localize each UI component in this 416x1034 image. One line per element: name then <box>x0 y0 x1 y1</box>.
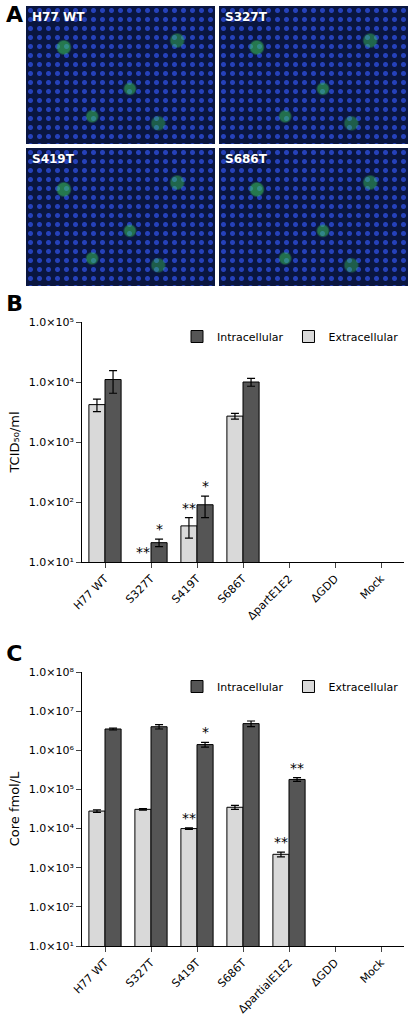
svg-text:*: * <box>202 724 209 740</box>
svg-text:1.0×10⁶: 1.0×10⁶ <box>29 744 75 757</box>
svg-text:**: ** <box>182 500 196 516</box>
svg-text:S327T: S327T <box>123 956 157 990</box>
svg-text:**: ** <box>290 760 304 776</box>
svg-text:Mock: Mock <box>358 956 388 986</box>
svg-text:1.0×10⁴: 1.0×10⁴ <box>29 376 75 389</box>
svg-text:*: * <box>202 478 209 494</box>
svg-text:1.0×10³: 1.0×10³ <box>29 862 74 875</box>
html-text:A: A <box>6 2 23 27</box>
svg-text:1.0×10⁴: 1.0×10⁴ <box>29 822 75 835</box>
svg-text:1.0×10¹: 1.0×10¹ <box>29 940 74 953</box>
svg-text:**: ** <box>136 544 150 560</box>
svg-text:Core fmol/L: Core fmol/L <box>7 771 22 846</box>
svg-text:1.0×10⁵: 1.0×10⁵ <box>29 783 74 796</box>
svg-text:**: ** <box>274 834 288 850</box>
svg-text:Extracellular: Extracellular <box>328 331 398 344</box>
svg-text:ΔpartialE1E2: ΔpartialE1E2 <box>236 957 295 1016</box>
svg-text:TCID₅₀/ml: TCID₅₀/ml <box>7 411 22 473</box>
svg-text:1.0×10²: 1.0×10² <box>29 901 74 914</box>
svg-text:Intracellular: Intracellular <box>217 331 283 344</box>
svg-text:S327T: S327T <box>123 572 157 606</box>
svg-text:1.0×10²: 1.0×10² <box>29 496 74 509</box>
svg-text:ΔGDD: ΔGDD <box>308 957 341 990</box>
svg-text:ΔGDD: ΔGDD <box>308 573 341 606</box>
svg-text:C: C <box>6 641 22 666</box>
svg-text:B: B <box>6 291 23 316</box>
svg-text:1.0×10³: 1.0×10³ <box>29 436 74 449</box>
html-text:S419T: S419T <box>32 152 74 166</box>
html-text:S686T: S686T <box>225 152 267 166</box>
svg-text:H77 WT: H77 WT <box>71 956 111 996</box>
svg-text:1.0×10¹: 1.0×10¹ <box>29 556 74 569</box>
svg-text:H77 WT: H77 WT <box>71 572 111 612</box>
svg-text:*: * <box>156 521 163 537</box>
svg-text:S419T: S419T <box>169 956 203 990</box>
svg-text:S686T: S686T <box>215 572 249 606</box>
svg-text:ΔpartE1E2: ΔpartE1E2 <box>245 573 295 623</box>
svg-text:Extracellular: Extracellular <box>328 681 398 694</box>
svg-text:S419T: S419T <box>169 572 203 606</box>
svg-text:Mock: Mock <box>358 572 388 602</box>
svg-text:1.0×10⁵: 1.0×10⁵ <box>29 316 74 329</box>
svg-text:S686T: S686T <box>215 956 249 990</box>
svg-text:Intracellular: Intracellular <box>217 681 283 694</box>
svg-text:**: ** <box>182 810 196 826</box>
svg-text:1.0×10⁸: 1.0×10⁸ <box>29 666 75 679</box>
svg-text:1.0×10⁷: 1.0×10⁷ <box>29 705 74 718</box>
html-text:S327T: S327T <box>225 10 267 24</box>
html-text:H77 WT: H77 WT <box>32 10 85 24</box>
